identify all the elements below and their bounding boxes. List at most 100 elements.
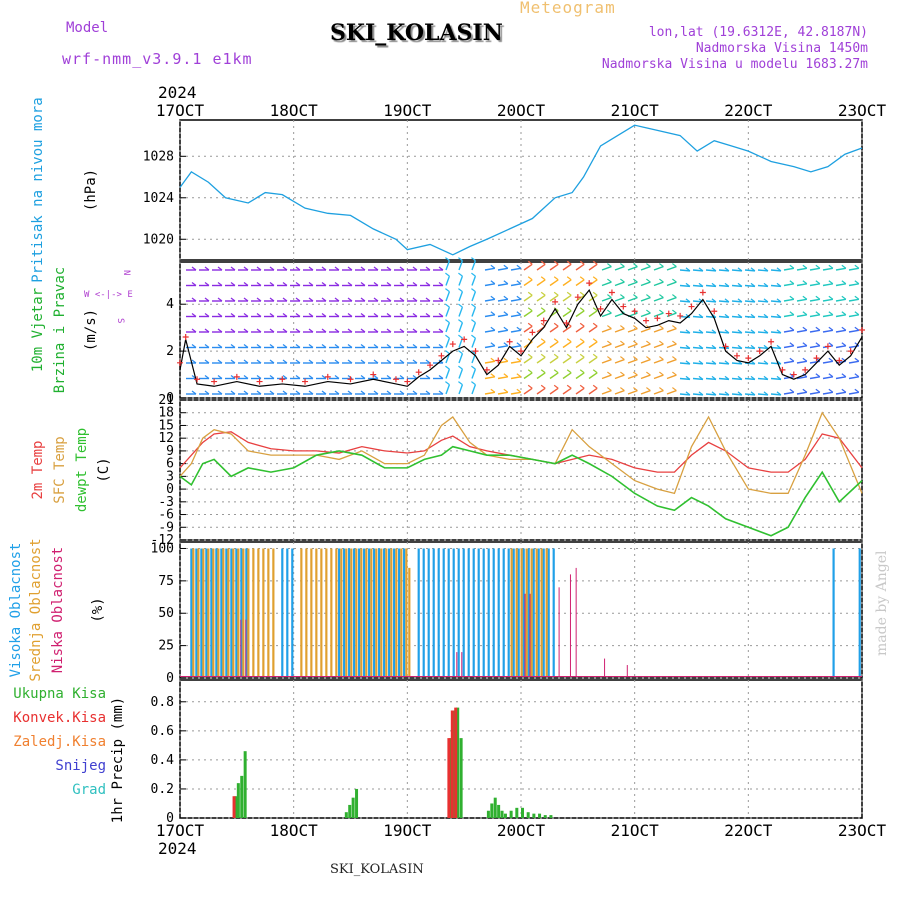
wind-barb-tick [802,280,808,285]
wind-barb-tick [321,297,327,302]
wind-barb-tick [230,390,236,395]
precip-bar-1 [450,710,454,818]
wind-barb-tick [763,282,769,287]
wind-barb-tick [191,282,197,286]
wind-barb-tick [527,291,533,296]
pressure-ytick-label: 1028 [143,149,174,164]
wind-barb-tick [445,365,450,370]
wind-barb [783,283,794,287]
wind-barb-tick [386,344,392,348]
x-tick-label-bottom: 21OCT [611,821,660,840]
wind-barb-tick [282,375,288,379]
wind-barb [627,389,638,395]
x-tick-label-top: 22OCT [724,101,773,120]
wind-barb [770,315,782,319]
wind-barb-tick [763,375,769,380]
wind-barb-tick [347,328,353,333]
wind-barb [523,294,533,302]
wind-barb-tick [256,297,262,302]
wind-barb [510,376,521,380]
wind-barb-tick [646,263,651,268]
wind-ylabel-1: 10m Vjetar [30,288,46,372]
wind-barb-tick [527,322,533,327]
wind-barb [679,331,691,334]
wind-barb-tick [458,288,463,293]
wind-barb-tick [607,309,612,314]
wind-barb-tick [256,313,262,317]
wind-barb-tick [503,264,509,269]
wind-barb-tick [321,313,327,317]
wind-barb-tick [321,282,327,286]
precip-bar-0 [515,807,519,818]
wind-gust-marker [449,341,456,348]
wind-barb [458,368,464,379]
wind-gust-marker [665,310,672,317]
wind-barb-tick [646,340,651,345]
wind-barb-tick [243,375,249,379]
wind-gust-marker [540,317,547,324]
wind-barb-tick [789,342,795,347]
wind-barb-tick [503,295,509,300]
wind-barb-tick [592,353,598,358]
wind-barb-tick [620,387,625,392]
wind-barb-tick [386,282,392,286]
x-tick-label-bottom: 18OCT [270,821,319,840]
wind-barb-tick [412,297,418,302]
wind-gust-marker [427,362,434,369]
precip-bar-0 [240,775,244,818]
wind-barb-tick [269,359,275,364]
wind-barb-tick [373,297,379,302]
wind-barb [757,331,769,334]
wind-barb-tick [471,319,476,324]
wind-barb-tick [230,313,236,317]
temperature-ytick-label: 15 [158,418,174,433]
wind-barb-tick [347,344,353,348]
wind-barb [848,267,859,271]
wind-barb-tick [516,311,522,316]
wind-barb-tick [802,357,808,362]
wind-barb-field [186,257,860,396]
wind-barb-tick [672,371,677,376]
wind-barb [796,345,807,349]
wind-barb [796,329,807,333]
wind-barb [536,279,546,287]
wind-barb-tick [458,350,463,355]
wind-barb [783,267,794,271]
wind-barb-tick [789,280,795,285]
wind-barb-tick [854,357,860,362]
wind-barb-tick [399,344,405,348]
wind-barb [718,300,730,303]
wind-barb-tick [399,328,405,333]
wind-barb-tick [841,311,847,316]
wind-direction-we: W <-|-> E [84,290,133,300]
wind-barb-tick [659,309,664,314]
wind-gust-marker [518,348,524,355]
wind-barb-tick [334,359,340,364]
wind-barb-tick [646,309,651,314]
x-tick-label-top: 18OCT [270,101,319,120]
wind-barb-tick [412,328,418,333]
wind-barb-tick [347,313,353,317]
wind-barb-tick [269,328,275,333]
temperature-ytick-label: 12 [158,431,174,446]
wind-barb-tick [854,388,860,393]
wind-barb [835,267,846,271]
wind-barb-tick [321,266,327,271]
wind-gust-marker [847,348,854,355]
wind-barb-tick [815,280,821,285]
wind-barb-tick [592,291,598,296]
wind-barb-tick [295,390,301,395]
wind-barb-tick [711,298,717,303]
wind-barb-tick [295,375,301,379]
wind-barb-tick [204,266,210,271]
wind-barb-tick [308,297,314,302]
wind-barb [822,267,833,271]
wind-barb [627,296,638,302]
wind-gust-marker [182,334,189,341]
wind-barb-tick [841,295,847,300]
wind-barb [510,314,521,318]
wind-barb [484,298,495,302]
wind-barb [731,269,743,272]
wind-barb [770,300,782,303]
wind-barb [783,391,794,395]
